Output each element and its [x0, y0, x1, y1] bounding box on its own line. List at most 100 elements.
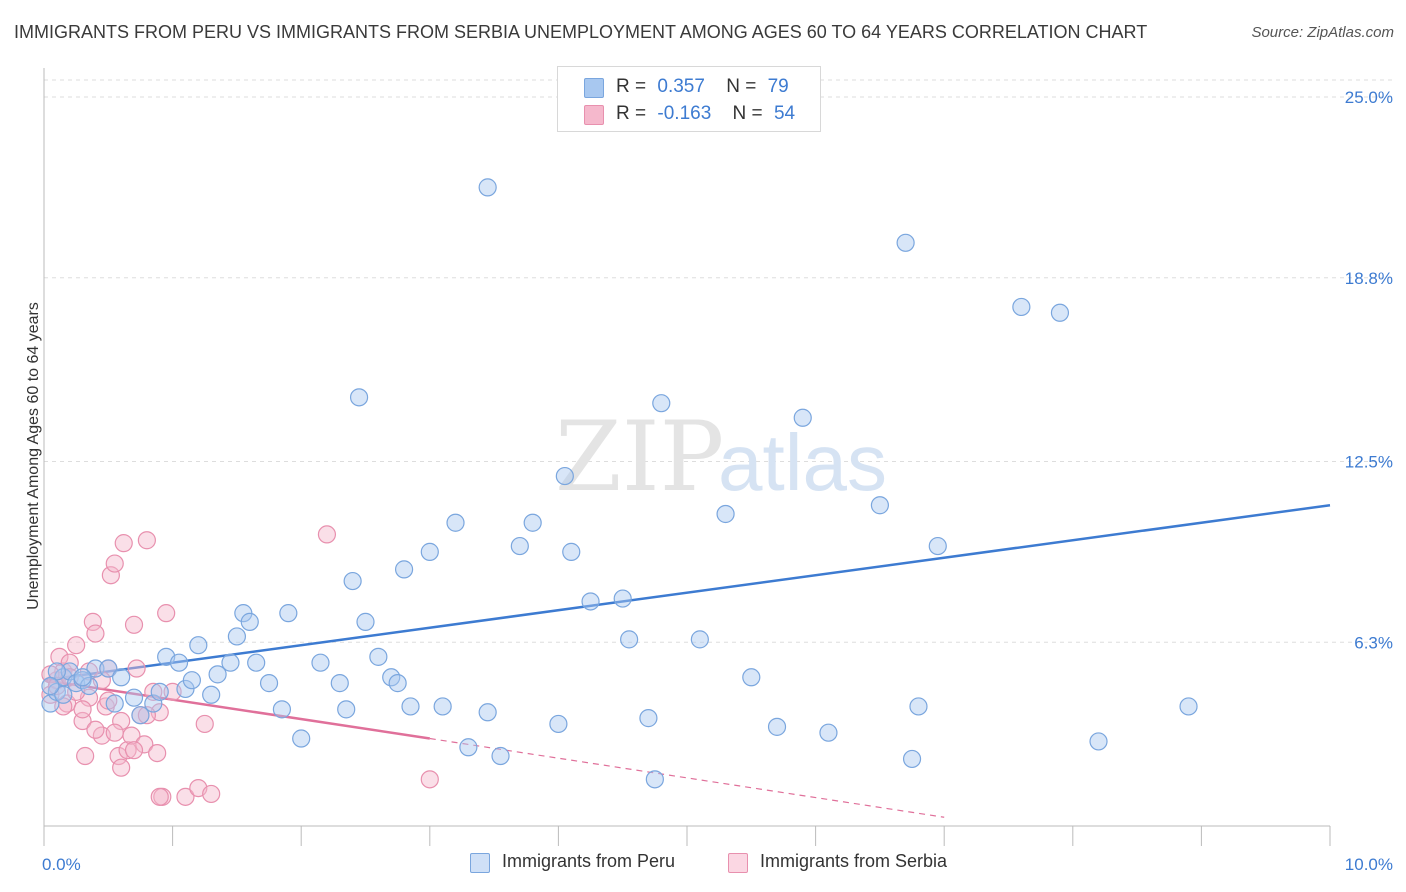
y-tick-label: 18.8% [1345, 269, 1393, 288]
y-tick-label: 6.3% [1354, 633, 1393, 652]
y-axis-label: Unemployment Among Ages 60 to 64 years [25, 302, 42, 610]
peru-point [909, 697, 928, 716]
serbia-point [101, 566, 120, 585]
serbia-point [195, 714, 214, 734]
source-label: Source: ZipAtlas.com [1251, 24, 1394, 41]
watermark-atlas: atlas [718, 418, 887, 507]
peru-point [356, 612, 375, 631]
peru-point [292, 729, 311, 748]
peru-point [510, 536, 529, 556]
peru-point [343, 571, 362, 591]
serbia-legend-swatch [728, 853, 748, 873]
serbia-point [86, 720, 105, 739]
peru-point [259, 674, 279, 693]
serbia-n-value: 54 [773, 103, 796, 124]
serbia-point [73, 700, 92, 719]
peru-point [420, 542, 439, 561]
serbia-point [83, 612, 102, 631]
peru-point [169, 653, 189, 672]
chart-title: IMMIGRANTS FROM PERU VS IMMIGRANTS FROM … [14, 22, 1148, 42]
serbia-point [118, 741, 137, 760]
peru-point [240, 612, 259, 631]
peru-point [150, 682, 169, 701]
peru-r-label: R = [616, 76, 647, 97]
peru-r-value: 0.357 [657, 76, 705, 97]
x-tick-labels: 0.0% 10.0% [42, 855, 1393, 874]
peru-point [1012, 297, 1031, 317]
peru-legend-label: Immigrants from Peru [502, 851, 676, 871]
serbia-point [76, 746, 95, 766]
peru-trend-line [43, 504, 1331, 682]
peru-point [144, 694, 163, 713]
peru-point [208, 665, 227, 684]
peru-point [478, 178, 497, 197]
serbia-point [157, 604, 176, 623]
peru-point [478, 703, 497, 722]
x-tick-label-min: 0.0% [42, 855, 81, 874]
peru-point [562, 542, 581, 561]
peru-point [523, 513, 542, 532]
serbia-point [114, 534, 133, 553]
serbia-point [112, 758, 131, 777]
peru-point [221, 653, 240, 672]
peru-point [870, 496, 890, 515]
peru-point [581, 592, 600, 611]
serbia-point [176, 787, 195, 806]
serbia-n-label: N = [732, 103, 763, 124]
peru-point [272, 700, 292, 719]
peru-point [311, 653, 330, 672]
correlation-legend: R = 0.357 N = 79 R = -0.163 N = 54 [557, 66, 821, 132]
trend-lines [43, 504, 1331, 818]
peru-point [369, 647, 388, 666]
peru-point [928, 536, 947, 556]
peru-point [742, 668, 761, 687]
peru-point [1089, 732, 1108, 751]
peru-point [549, 714, 568, 734]
peru-point [620, 630, 639, 649]
peru-point [645, 770, 664, 789]
serbia-point [124, 615, 144, 634]
serbia-r-label: R = [616, 103, 647, 124]
serbia-point [317, 525, 337, 544]
peru-point [394, 560, 414, 579]
x-tick-label-max: 10.0% [1345, 855, 1393, 874]
peru-point [349, 388, 369, 407]
peru-point [819, 723, 838, 742]
peru-point [112, 668, 131, 687]
watermark-zip: ZIP [555, 401, 724, 513]
peru-point [124, 688, 144, 707]
serbia-point [105, 723, 124, 742]
serbia-point [202, 784, 221, 804]
peru-point [639, 709, 658, 728]
peru-point [337, 700, 356, 719]
serbia-point [148, 743, 167, 763]
peru-point [459, 738, 478, 757]
serbia-point [127, 659, 146, 678]
peru-point [1179, 697, 1198, 716]
peru-legend-swatch [470, 853, 490, 873]
peru-point [73, 668, 92, 687]
peru-point [189, 636, 208, 655]
serbia-point [150, 787, 169, 806]
peru-n-label: N = [726, 76, 757, 97]
peru-point [433, 697, 452, 716]
serbia-point [420, 770, 439, 789]
serbia-point [67, 636, 86, 655]
peru-point [99, 659, 118, 678]
serbia-point [105, 554, 124, 573]
serbia-point [135, 735, 154, 754]
serbia-trend-line [43, 678, 430, 740]
peru-point [279, 604, 298, 623]
peru-swatch [584, 78, 604, 98]
peru-point [41, 676, 60, 696]
y-tick-label: 25.0% [1345, 88, 1393, 107]
peru-point [227, 627, 246, 646]
serbia-trend-extension [429, 737, 945, 818]
peru-point [491, 746, 510, 766]
serbia-point [50, 647, 69, 666]
serbia-point [112, 711, 131, 731]
serbia-point [124, 741, 144, 760]
peru-point [401, 697, 420, 716]
peru-point [182, 671, 201, 690]
